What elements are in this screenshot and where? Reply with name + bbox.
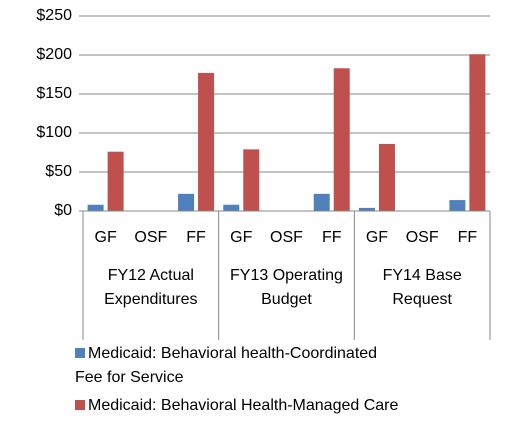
group-label: FY14 Base Request	[382, 267, 462, 308]
x-tick-label: GF	[95, 229, 117, 246]
x-tick-label: OSF	[134, 229, 167, 246]
group-label: FY13 Operating Budget	[230, 267, 343, 308]
x-tick-label: OSF	[406, 229, 439, 246]
bar	[87, 204, 104, 211]
y-tick-label: $100	[36, 124, 72, 141]
legend-item: Medicaid: Behavioral Health-Managed Care	[75, 394, 405, 418]
x-tick-label: GF	[366, 229, 388, 246]
x-tick-label: GF	[230, 229, 252, 246]
x-tick-label: FF	[186, 229, 206, 246]
legend-swatch	[75, 400, 85, 410]
y-tick-label: $50	[45, 163, 72, 180]
bar	[449, 200, 466, 211]
x-tick-label: FF	[458, 229, 478, 246]
bar	[223, 204, 240, 211]
bar	[178, 193, 195, 211]
x-tick-label: FF	[322, 229, 342, 246]
bar	[107, 151, 124, 211]
bar	[333, 68, 350, 211]
y-tick-label: $150	[36, 85, 72, 102]
legend-item: Medicaid: Behavioral health-Coordinated …	[75, 342, 405, 390]
legend-label: Medicaid: Behavioral health-Coordinated …	[75, 345, 378, 386]
y-tick-label: $0	[54, 202, 72, 219]
legend-swatch	[75, 348, 85, 358]
y-tick-label: $200	[36, 46, 72, 63]
group-label: FY12 Actual Expenditures	[104, 267, 198, 308]
bar	[313, 193, 330, 211]
bar	[198, 72, 215, 211]
bar	[378, 143, 395, 211]
y-tick-label: $250	[36, 7, 72, 24]
bar	[243, 149, 260, 211]
bar	[469, 54, 486, 211]
legend-label: Medicaid: Behavioral Health-Managed Care	[88, 397, 399, 414]
x-tick-label: OSF	[270, 229, 303, 246]
bar	[358, 207, 375, 211]
